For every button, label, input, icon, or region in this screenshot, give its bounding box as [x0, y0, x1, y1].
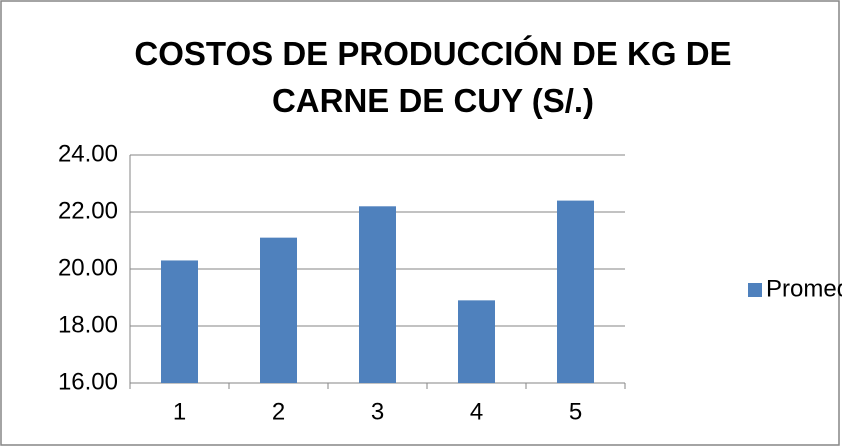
- bar: [359, 206, 396, 383]
- x-tick-label: 3: [371, 398, 384, 425]
- chart-title: COSTOS DE PRODUCCIÓN DE KG DE CARNE DE C…: [134, 35, 732, 119]
- y-tick-label: 20.00: [58, 254, 118, 281]
- x-tick-label: 2: [272, 398, 285, 425]
- bar: [557, 200, 594, 383]
- x-tick-label: 1: [173, 398, 186, 425]
- y-tick-label: 24.00: [58, 140, 118, 167]
- bar: [260, 237, 297, 383]
- y-tick-label: 22.00: [58, 197, 118, 224]
- y-tick-label: 16.00: [58, 368, 118, 395]
- legend-label: Promedio: [766, 275, 842, 302]
- x-tick-label: 5: [569, 398, 582, 425]
- x-tick-label: 4: [470, 398, 483, 425]
- bar: [161, 260, 198, 383]
- y-tick-label: 18.00: [58, 311, 118, 338]
- bar: [458, 300, 495, 383]
- legend-swatch: [748, 283, 762, 297]
